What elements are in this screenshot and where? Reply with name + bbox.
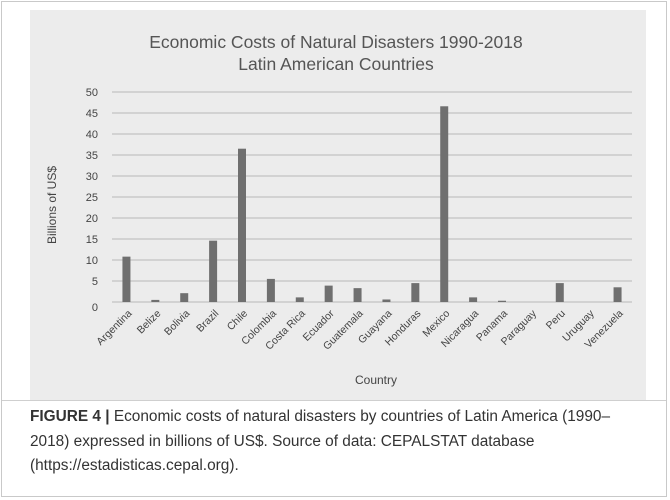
bars xyxy=(122,106,622,302)
bar-honduras xyxy=(411,283,420,302)
y-tick-label: 30 xyxy=(86,171,98,183)
x-tick-label: Bolivia xyxy=(162,308,192,338)
bar-chart: Economic Costs of Natural Disasters 1990… xyxy=(45,32,632,387)
y-tick-label: 25 xyxy=(86,192,98,204)
bar-panama xyxy=(498,300,506,302)
y-tick-label: 20 xyxy=(86,213,98,225)
bar-brazil xyxy=(209,240,218,302)
gridlines xyxy=(112,91,632,303)
x-tick-label: Argentina xyxy=(94,308,134,348)
caption-text: Economic costs of natural disasters by c… xyxy=(30,408,611,474)
x-tick-label: Brazil xyxy=(194,308,221,335)
bar-guayana xyxy=(382,299,391,302)
figure-label: FIGURE 4 | xyxy=(30,408,110,425)
bar-belize xyxy=(151,299,160,302)
y-tick-label: 35 xyxy=(86,150,98,162)
chart-title: Economic Costs of Natural Disasters 1990… xyxy=(149,32,523,52)
chart-area: Economic Costs of Natural Disasters 1990… xyxy=(30,10,646,400)
caption-divider xyxy=(2,400,666,401)
x-tick-label: Belize xyxy=(135,308,164,337)
y-tick-label: 45 xyxy=(86,108,98,120)
y-tick-label: 10 xyxy=(86,255,98,267)
bar-colombia xyxy=(266,278,275,302)
y-tick-labels: 0 5 10 15 20 25 30 35 40 45 50 xyxy=(86,87,98,314)
x-axis-label: Country xyxy=(355,373,397,387)
bar-costa-rica xyxy=(295,297,304,302)
bar-chile xyxy=(238,148,246,302)
bar-nicaragua xyxy=(469,297,478,302)
y-tick-label: 15 xyxy=(86,234,98,246)
figure-caption: FIGURE 4 | Economic costs of natural dis… xyxy=(30,405,640,479)
bar-ecuador xyxy=(324,285,333,302)
y-tick-label: 0 xyxy=(92,302,98,314)
bar-argentina xyxy=(122,256,131,302)
y-tick-label: 5 xyxy=(92,276,98,288)
y-tick-label: 50 xyxy=(86,87,98,99)
bar-peru xyxy=(555,283,564,302)
x-tick-label: Chile xyxy=(225,308,251,334)
bar-mexico xyxy=(440,106,449,302)
chart-subtitle: Latin American Countries xyxy=(238,54,434,74)
bar-bolivia xyxy=(180,293,189,302)
y-tick-label: 40 xyxy=(86,129,98,141)
y-axis-label: Billions of US$ xyxy=(45,166,59,244)
bar-venezuela xyxy=(613,287,622,302)
bar-guatemala xyxy=(353,288,362,302)
x-tick-label: Peru xyxy=(544,308,568,332)
